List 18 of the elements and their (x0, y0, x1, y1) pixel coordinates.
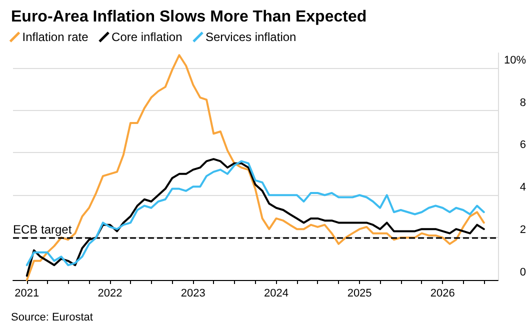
y-tick-label: 8 (520, 96, 526, 109)
x-tick-label: 2022 (98, 288, 122, 300)
legend-label: Services inflation (205, 30, 296, 44)
source-note: Source: Eurostat (11, 312, 93, 324)
y-tick-label: 10% (504, 54, 526, 66)
x-tick-label: 2021 (14, 288, 40, 300)
y-tick-label: 4 (520, 182, 526, 194)
legend-label: Inflation rate (22, 30, 89, 44)
y-tick-label: 6 (520, 139, 526, 152)
ref-line-label: ECB target (13, 222, 72, 237)
x-tick-label: 2025 (347, 288, 372, 300)
legend-label: Core inflation (112, 30, 182, 44)
x-tick-label: 2024 (264, 288, 288, 300)
y-tick-label: 0 (520, 266, 526, 278)
y-tick-label: 2 (520, 224, 526, 236)
x-tick-label: 2026 (430, 288, 455, 300)
x-tick-label: 2023 (180, 288, 206, 300)
chart-title: Euro-Area Inflation Slows More Than Expected (11, 8, 367, 26)
